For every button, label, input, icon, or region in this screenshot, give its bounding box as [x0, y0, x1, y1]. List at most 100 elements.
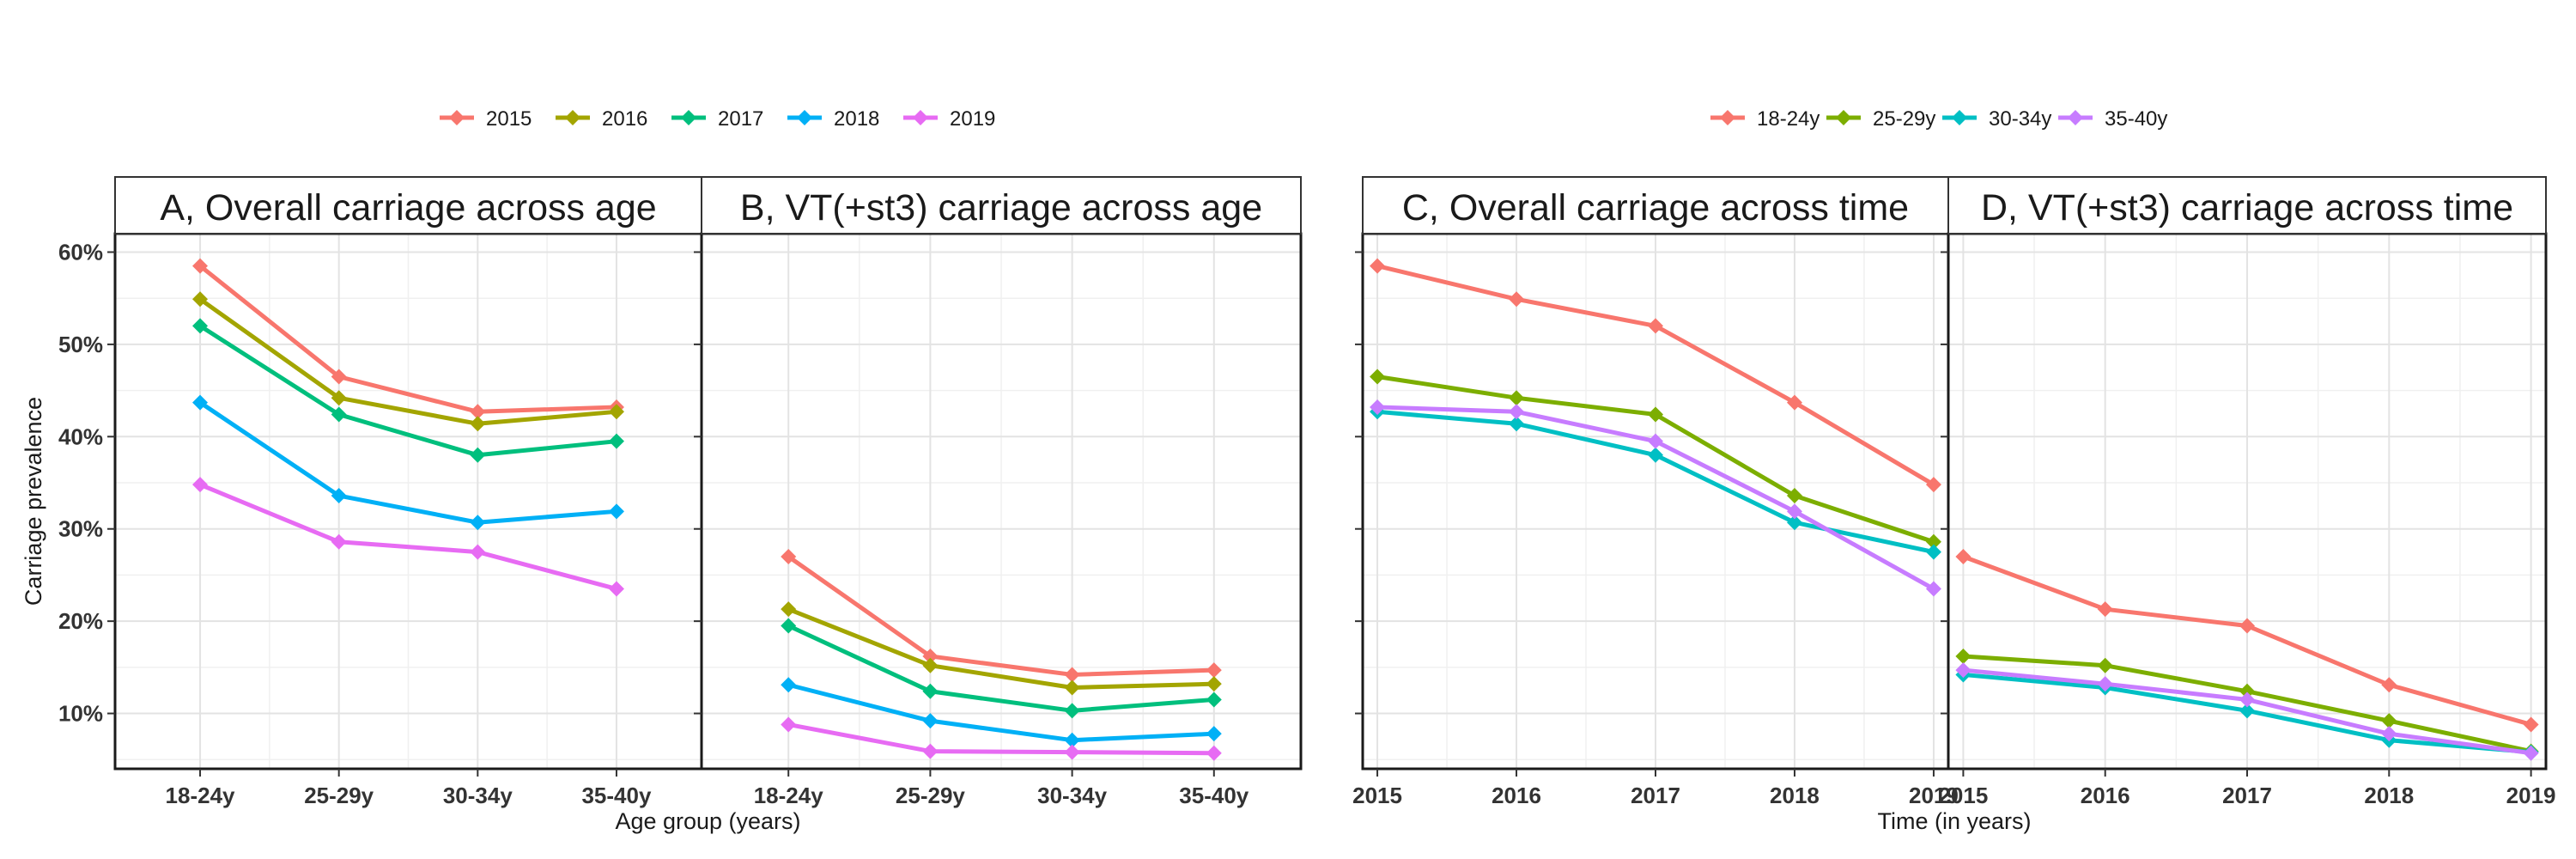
data-point: [608, 404, 624, 420]
y-tick-label: 50%: [58, 332, 103, 357]
y-tick-label: 60%: [58, 239, 103, 265]
data-point: [1370, 369, 1386, 385]
data-point: [2239, 691, 2255, 708]
data-point: [2381, 677, 2397, 693]
panel-a: A, Overall carriage across age 18-24y 25-2…: [58, 176, 703, 808]
data-point: [1955, 548, 1971, 564]
data-point: [1925, 533, 1941, 550]
x-tick-label: 30-34y: [443, 783, 513, 808]
data-point: [1925, 544, 1941, 560]
x-tick-label: 2015: [1352, 783, 1402, 808]
x-tick-label: 25-29y: [896, 783, 965, 808]
legend-key-marker: [565, 110, 580, 125]
data-point: [470, 515, 486, 531]
data-point: [1206, 745, 1222, 761]
data-point: [1206, 662, 1222, 679]
data-point: [2239, 703, 2255, 719]
series-2018: [192, 394, 624, 531]
data-point: [1925, 581, 1941, 597]
series-line: [787, 722, 1214, 756]
y-tick-label: 40%: [58, 423, 103, 449]
y-tick-label: 10%: [58, 701, 103, 727]
x-tick-label: 2016: [1492, 783, 1541, 808]
data-point: [192, 318, 209, 334]
x-tick-label: 2015: [1938, 783, 1988, 808]
data-point: [1786, 503, 1802, 520]
panel-title-strip: [1362, 176, 1949, 235]
data-point: [781, 618, 797, 634]
data-point: [192, 477, 209, 493]
data-point: [1955, 662, 1971, 679]
data-point: [192, 394, 209, 411]
legend-key-marker: [797, 110, 812, 125]
legend-label: 2019: [950, 107, 995, 131]
legend-label: 35-40y: [2105, 107, 2167, 131]
panel-title-strip: [701, 176, 1302, 235]
x-tick-label: 2017: [2222, 783, 2272, 808]
data-point: [2097, 657, 2113, 673]
legend-key-marker: [1836, 110, 1851, 125]
series-35-40y: [1955, 662, 2539, 761]
data-point: [922, 743, 939, 759]
legend-label: 18-24y: [1757, 107, 1820, 131]
data-point: [922, 683, 939, 699]
x-axis-title-left: Age group (years): [615, 808, 800, 834]
data-point: [331, 369, 347, 385]
series-2015: [781, 548, 1222, 683]
series-line: [787, 682, 1214, 743]
series-2017: [781, 618, 1222, 719]
data-point: [331, 533, 347, 550]
data-point: [470, 544, 486, 560]
data-point: [1064, 667, 1080, 683]
data-point: [1064, 679, 1080, 696]
data-point: [1370, 399, 1386, 415]
legend-years: 2015 2016 2017 2018 2019: [440, 107, 995, 131]
series-line: [787, 624, 1214, 713]
panel-d: D, VT(+st3) carriage across time 2015 2016…: [1938, 176, 2556, 808]
data-point: [192, 258, 209, 274]
data-point: [1648, 406, 1663, 423]
data-point: [922, 648, 939, 664]
legend-key-marker: [449, 110, 465, 125]
data-point: [608, 433, 624, 449]
x-tick-label: 35-40y: [581, 783, 651, 808]
data-point: [1206, 676, 1222, 692]
legend-age-groups: 18-24y 25-29y 30-34y 35-40y: [1710, 107, 2167, 131]
panel-title: A, Overall carriage across age: [160, 187, 656, 228]
data-point: [2381, 713, 2397, 729]
x-tick-label: 2018: [2364, 783, 2414, 808]
data-point: [2239, 683, 2255, 699]
data-point: [1064, 744, 1080, 760]
data-point: [1648, 318, 1663, 334]
data-point: [781, 716, 797, 733]
data-point: [470, 404, 486, 420]
data-point: [1509, 404, 1525, 420]
y-tick-label: 30%: [58, 516, 103, 542]
legend-label: 2016: [602, 107, 647, 131]
series-2019: [781, 716, 1222, 761]
data-point: [2097, 676, 2113, 692]
series-line: [198, 324, 617, 458]
data-point: [1206, 726, 1222, 742]
series-line: [198, 264, 617, 414]
data-point: [331, 488, 347, 504]
data-point: [1206, 691, 1222, 708]
x-tick-label: 2017: [1631, 783, 1680, 808]
legend-key-marker: [1952, 110, 1967, 125]
data-point: [331, 406, 347, 423]
data-point: [2523, 745, 2539, 761]
x-tick-label: 18-24y: [166, 783, 235, 808]
x-tick-label: 2019: [1909, 783, 1959, 808]
legend-key-marker: [1720, 110, 1735, 125]
x-axis-title-right: Time (in years): [1877, 808, 2031, 834]
y-axis-title: Carriage prevalence: [21, 397, 46, 606]
data-point: [2523, 716, 2539, 733]
series-2016: [781, 601, 1222, 696]
data-point: [2097, 601, 2113, 618]
series-35-40y: [1370, 399, 1941, 597]
panel-title: B, VT(+st3) carriage across age: [740, 187, 1262, 228]
data-point: [1509, 416, 1525, 432]
data-point: [1509, 390, 1525, 406]
panel-title: D, VT(+st3) carriage across time: [1981, 187, 2513, 228]
data-point: [1955, 648, 1971, 664]
